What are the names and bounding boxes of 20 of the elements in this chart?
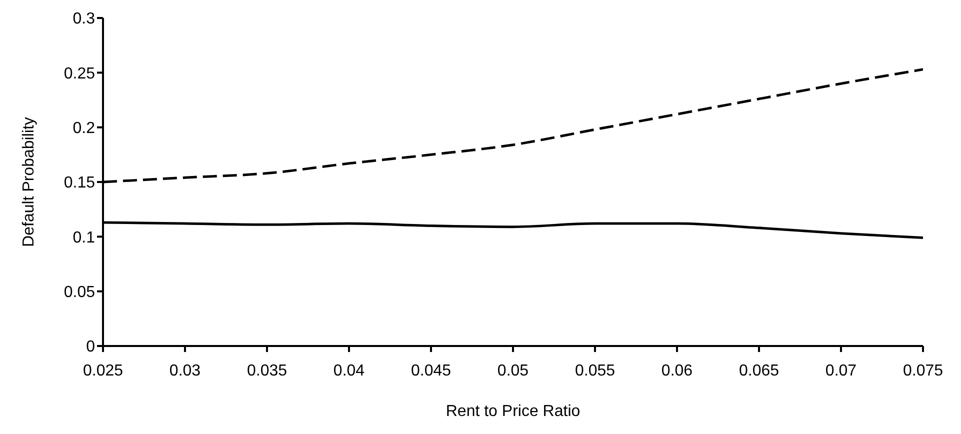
x-tick-label: 0.065: [738, 362, 780, 380]
x-tick-label: 0.04: [333, 362, 365, 380]
y-tick-label: 0.15: [64, 174, 96, 192]
y-tick-label: 0.1: [72, 229, 96, 246]
y-axis-title: Default Probability: [20, 117, 38, 247]
x-tick-label: 0.045: [410, 362, 452, 380]
y-tick-label: 0.25: [64, 65, 96, 82]
x-tick-label: 0.07: [825, 362, 857, 380]
y-tick-label: 0.05: [64, 284, 96, 302]
x-tick-label: 0.05: [497, 362, 529, 380]
x-tick-label: 0.025: [82, 362, 124, 380]
x-tick-label: 0.035: [246, 362, 288, 380]
y-tick-label: 0.3: [72, 10, 96, 28]
x-axis-title: Rent to Price Ratio: [446, 403, 580, 420]
x-tick-label: 0.06: [661, 362, 693, 380]
y-tick-label: 0: [86, 338, 96, 356]
x-tick-label: 0.075: [902, 362, 944, 380]
y-tick-label: 0.2: [72, 120, 96, 138]
x-tick-label: 0.055: [574, 362, 616, 380]
x-tick-label: 0.03: [169, 362, 201, 380]
